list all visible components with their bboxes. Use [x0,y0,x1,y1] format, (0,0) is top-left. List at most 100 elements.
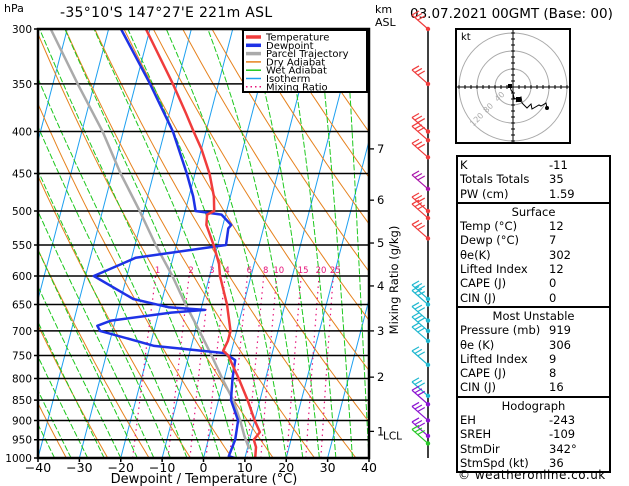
wind-barb-flag [411,170,420,176]
index-row: StmSpd (kt) 36 [460,456,607,470]
indices-panel: K -11 Totals Totals 35 PW (cm) 1.59 Surface… [456,155,611,474]
pressure-unit-label: hPa [4,2,24,15]
temperature-axis: −40 −30 −20 −10 0 10 20 30 40 [25,458,377,475]
section-title: Most Unstable [492,308,575,323]
isotherm-line [38,29,151,458]
wet-adiabat-line [207,29,304,458]
pressure-axis: 300 350 400 450 500 550 600 650 700 750 800 850 900 9… [5,24,32,465]
wind-barb-flag [411,346,420,352]
index-value: 0 [549,290,557,305]
isobar-lines [34,28,369,459]
temperature-tick-label: −40 [25,460,51,475]
wind-barb-flag [414,282,423,289]
pressure-tick-label: 950 [12,435,32,447]
index-row: θe (K) 306 [460,338,607,352]
dry-adiabat-line [270,29,369,179]
index-row-totals: Totals Totals 35 [460,172,607,186]
pressure-tick-label: 350 [12,79,32,91]
index-value: 36 [549,455,564,470]
mixing-ratio-axis-label: Mixing Ratio (g/kg) [387,226,401,335]
wind-barb [411,377,429,397]
wind-barb-flag [417,204,426,210]
wind-barb-flag [414,67,423,73]
isotherm-line [203,29,316,458]
wind-barb-flag [417,307,426,313]
wind-barb-flag [414,388,423,394]
mixing-ratio-labels: 1 2 3 4 6 8 10 15 20 25 [155,266,341,276]
wind-barb-shaft [411,284,429,300]
legend-label: Temperature [265,33,329,44]
x-axis-label: Dewpoint / Temperature (°C) [111,472,298,486]
wind-barb [411,346,429,366]
profile-lines [49,29,262,458]
wind-barb-flag [417,175,426,181]
index-row: θe(K) 302 [460,248,607,262]
dry-adiabat-line [211,29,369,273]
altitude-tick-label: 4 [377,279,384,293]
temperature-tick-label: 10 [237,460,253,475]
index-value: -243 [549,413,576,428]
temperature-tick-label: −30 [66,460,92,475]
temperature-tick-label: 20 [278,460,294,475]
dry-adiabat-line [182,29,369,322]
mixing-ratio-line [246,275,265,458]
wind-barb [411,280,429,300]
index-label: SREH [460,427,492,442]
index-row: CAPE (J) 0 [460,276,607,290]
wind-barb-flag [411,285,420,292]
general-indices: K -11 Totals Totals 35 PW (cm) 1.59 [456,155,611,202]
wind-barb-flag [414,419,423,425]
wind-barb-flag [414,404,423,410]
wind-barb-flag [417,422,426,428]
wind-barb-shaft [411,69,429,85]
wind-barb-flag [414,195,423,201]
wind-barb-flag [411,138,420,144]
lcl-label: LCL [383,430,402,442]
wind-barb [411,65,429,85]
index-label: K [460,158,468,172]
wind-barb-shaft [411,381,429,397]
wind-barb-flag [414,202,423,208]
legend-label: Dewpoint [266,41,314,52]
pressure-tick-label: 600 [12,271,32,283]
index-value: 12 [549,219,564,234]
wind-barb-flag [411,417,420,423]
wind-barb-shaft [411,389,429,405]
mixing-ratio-line [189,275,211,458]
wind-barb-flag [414,324,423,330]
wind-barb-flag [417,143,426,149]
wind-barb-shaft [411,174,429,190]
legend-label: Wet Adiabat [266,66,327,77]
wind-barb-flag [411,219,420,225]
legend-label: Isotherm [266,74,310,85]
wet-adiabat-line [38,355,89,458]
hodograph-end-marker [545,106,549,110]
wind-barb-flag [411,65,420,71]
isotherm-line [244,29,358,458]
index-value: 12 [549,262,564,277]
wind-barb-flag [414,314,423,320]
wind-barb [411,401,429,421]
altitude-unit-label: km ASL [375,3,396,29]
altitude-tick-label: 7 [377,142,384,156]
wind-barb-flag [414,288,423,294]
temperature-tick-label: 0 [200,460,208,475]
dry-adiabat-line [240,29,369,225]
index-label: Pressure (mb) [460,323,541,338]
index-label: Lifted Index [460,351,528,366]
index-row: Dewp (°C) 7 [460,233,607,247]
wind-barb [411,285,429,305]
temperature-tick-label: 30 [320,460,336,475]
index-label: StmSpd (kt) [460,455,529,470]
index-value: 8 [549,366,557,381]
wind-barb-flag [411,312,420,318]
dry-adiabat-line [123,29,369,423]
wind-barb [411,121,429,141]
wind-barb-flag [411,199,420,205]
index-label: θe (K) [460,337,495,352]
altitude-tick-label: 5 [377,236,384,250]
pressure-tick-label: 400 [12,127,32,139]
